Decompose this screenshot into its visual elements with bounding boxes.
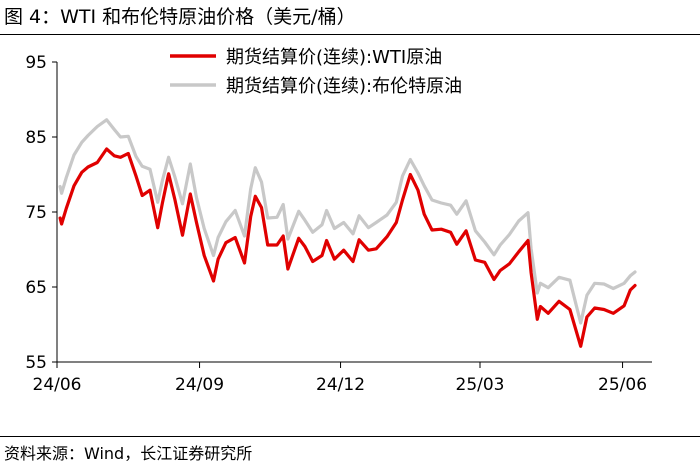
x-tick-label: 24/09 [175, 375, 224, 395]
brent-series-line [58, 118, 637, 325]
wti-series-line [58, 147, 637, 348]
y-tick-label: 55 [25, 353, 47, 373]
y-tick-label: 75 [25, 203, 47, 223]
title-rule [0, 34, 700, 35]
y-tick-label: 95 [25, 53, 47, 73]
x-tick-label: 24/12 [316, 375, 365, 395]
legend-label-wti: 期货结算价(连续):WTI原油 [226, 47, 442, 68]
y-tick-label: 85 [25, 128, 47, 148]
source-note: 资料来源：Wind，长江证券研究所 [4, 444, 253, 463]
y-tick-label: 65 [25, 278, 47, 298]
x-tick-label: 24/06 [33, 375, 82, 395]
x-tick-label: 25/03 [456, 375, 505, 395]
price-line-chart: 55 65 75 85 95 24/06 24/09 24/12 25/03 25/06 期货结算… [25, 47, 652, 395]
series-lines [58, 118, 637, 348]
axes: 55 65 75 85 95 24/06 24/09 24/12 25/03 25/06 [25, 53, 652, 395]
legend-label-brent: 期货结算价(连续):布伦特原油 [226, 76, 462, 97]
x-tick-label: 25/06 [598, 375, 647, 395]
figure-title: 图 4：WTI 和布伦特原油价格（美元/桶） [4, 6, 356, 28]
source-rule [0, 436, 700, 437]
